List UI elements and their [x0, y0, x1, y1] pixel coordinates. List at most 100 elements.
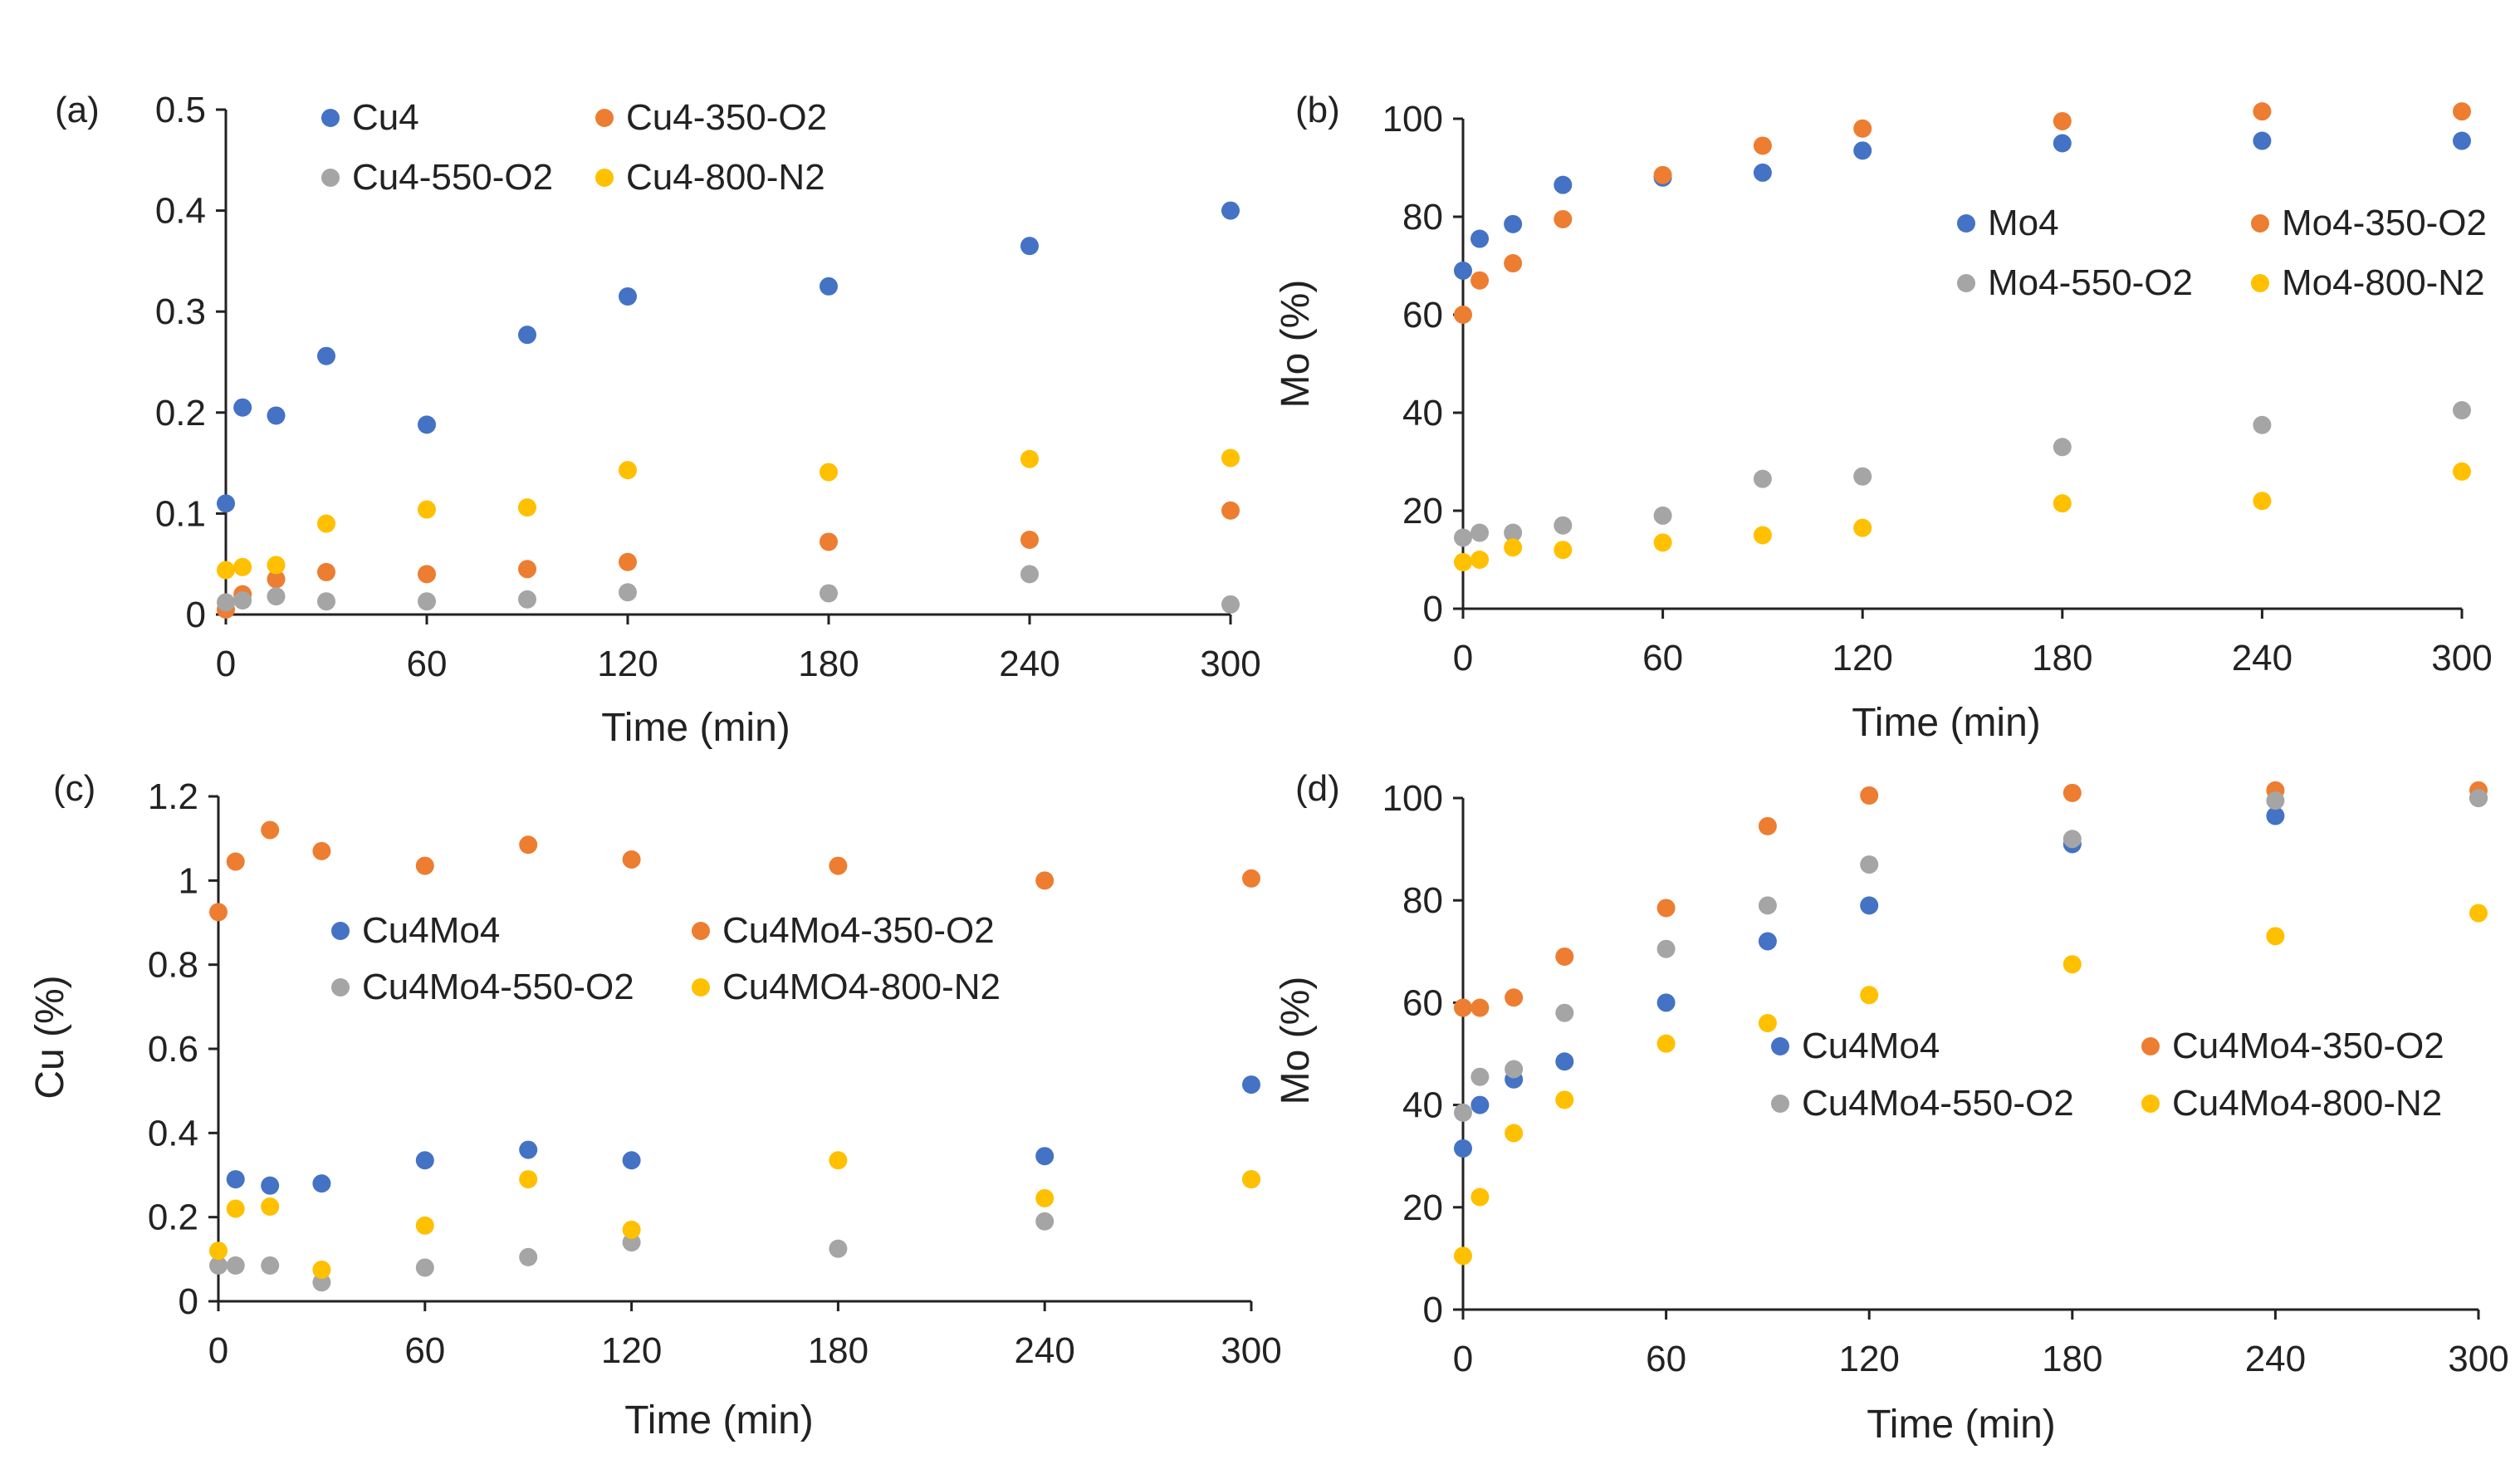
series-cu4mo4-550-o2 — [209, 1170, 1260, 1292]
data-point — [2062, 955, 2082, 974]
legend-label: Cu4Mo4 — [1802, 1026, 1940, 1066]
data-point — [209, 1256, 228, 1275]
data-point — [622, 1233, 641, 1252]
data-point — [1554, 516, 1573, 535]
legend-marker — [595, 109, 614, 127]
data-point — [1853, 141, 1872, 160]
data-point — [1020, 237, 1039, 256]
y-tick-label: 100 — [1382, 778, 1443, 819]
legend-marker — [2141, 1095, 2160, 1113]
y-tick-label: 0 — [186, 595, 206, 635]
data-point — [418, 565, 436, 584]
y-tick-label: 0 — [1423, 1290, 1443, 1330]
legend-label: Mo4-550-O2 — [1988, 262, 2193, 303]
data-point — [1470, 1095, 1490, 1114]
data-point — [1242, 1170, 1260, 1189]
data-point — [1504, 538, 1523, 557]
data-point — [619, 552, 637, 571]
y-tick-label: 60 — [1402, 982, 1443, 1023]
series-mo4-350-o2 — [1454, 102, 2471, 324]
data-point — [226, 852, 245, 871]
data-point — [1242, 869, 1260, 888]
y-tick-label: 80 — [1402, 197, 1443, 238]
data-point — [267, 587, 286, 606]
data-point — [418, 415, 436, 434]
x-tick-label: 180 — [798, 644, 859, 684]
x-tick-label: 0 — [216, 644, 236, 684]
data-point — [1454, 998, 1472, 1017]
data-point — [2469, 789, 2488, 807]
y-tick-label: 0 — [179, 1281, 198, 1322]
x-tick-label: 0 — [1453, 1339, 1473, 1379]
y-tick-label: 0.2 — [148, 1197, 198, 1238]
data-point — [2253, 102, 2272, 121]
data-point — [518, 326, 536, 345]
data-point — [1860, 896, 1879, 915]
data-point — [1853, 119, 1872, 138]
data-point — [418, 592, 436, 611]
data-point — [1454, 1139, 1472, 1158]
data-point — [317, 514, 335, 533]
data-point — [1656, 1034, 1676, 1053]
chart-panel-2: 0 20 40 60 80 100 0 60 120 180 240 300 (b) Time (min)… — [1274, 90, 2493, 745]
data-point — [619, 583, 637, 602]
x-tick-label: 120 — [1838, 1339, 1899, 1379]
data-point — [2053, 111, 2072, 130]
x-tick-label: 60 — [1646, 1339, 1686, 1379]
series-cu4-800-n2 — [217, 448, 1240, 580]
series-cu4mo4-350-o2 — [1454, 781, 2488, 1017]
data-point — [226, 1256, 245, 1275]
data-point — [1753, 469, 1772, 488]
x-tick-label: 120 — [601, 1330, 662, 1371]
data-point — [1853, 467, 1872, 486]
data-point — [415, 856, 434, 875]
data-point — [312, 841, 331, 860]
data-point — [415, 1151, 434, 1170]
legend-marker — [1771, 1037, 1789, 1055]
x-tick-label: 60 — [407, 644, 448, 684]
data-point — [1554, 175, 1573, 194]
data-point — [1753, 136, 1772, 155]
legend-marker — [2141, 1037, 2160, 1055]
y-tick-label: 0.6 — [148, 1029, 198, 1070]
x-tick-label: 300 — [2431, 638, 2492, 678]
data-point — [1454, 1246, 1472, 1266]
y-tick-label: 40 — [1402, 1085, 1443, 1126]
legend-marker — [321, 109, 340, 127]
legend-label: Mo4-800-N2 — [2282, 262, 2485, 303]
data-point — [2253, 492, 2272, 511]
legend-marker — [1957, 274, 1975, 292]
data-point — [2053, 438, 2072, 457]
legend-marker — [692, 922, 710, 940]
data-point — [2453, 462, 2471, 481]
data-point — [2469, 904, 2488, 923]
x-tick-label: 120 — [597, 644, 658, 684]
data-point — [217, 561, 235, 580]
y-tick-label: 20 — [1402, 1188, 1443, 1228]
data-point — [2266, 927, 2285, 946]
y-tick-label: 60 — [1402, 295, 1443, 335]
series-cu4mo4-350-o2 — [209, 820, 1260, 922]
y-tick-label: 80 — [1402, 880, 1443, 921]
data-point — [1860, 786, 1879, 805]
data-point — [1242, 1075, 1260, 1095]
legend-label: Cu4-350-O2 — [626, 97, 827, 138]
data-point — [1454, 552, 1472, 571]
data-point — [1505, 1124, 1524, 1143]
legend-label: Cu4-800-N2 — [626, 157, 825, 198]
x-tick-label: 0 — [208, 1330, 228, 1371]
data-point — [1221, 501, 1240, 520]
x-axis-label: Time (min) — [601, 706, 790, 750]
y-tick-label: 0.4 — [155, 191, 206, 232]
data-point — [1555, 1090, 1574, 1109]
data-point — [1454, 306, 1472, 324]
data-point — [233, 590, 252, 610]
data-point — [1504, 214, 1523, 233]
legend-label: Cu4Mo4-800-N2 — [2172, 1083, 2442, 1124]
series-mo4-800-n2 — [1454, 462, 2471, 571]
data-point — [1221, 595, 1240, 614]
data-point — [1470, 1188, 1490, 1207]
data-point — [2062, 783, 2082, 802]
y-tick-label: 1 — [179, 860, 198, 901]
data-point — [1504, 523, 1523, 542]
